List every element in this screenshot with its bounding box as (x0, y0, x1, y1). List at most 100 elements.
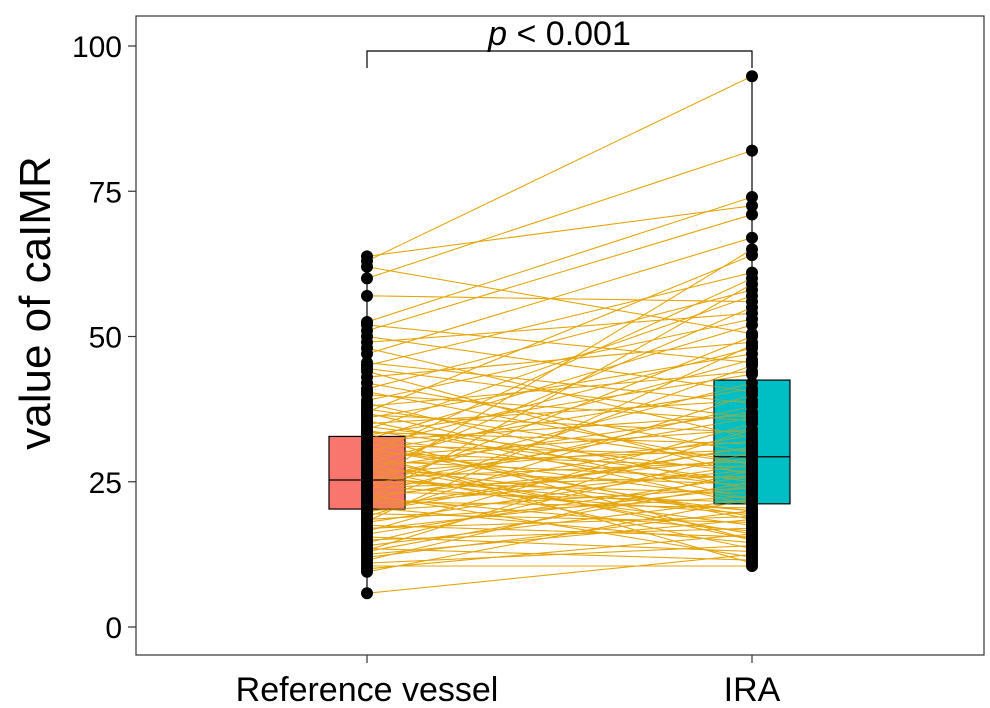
pair-line-overlay (366, 353, 753, 419)
point-ira (746, 397, 758, 410)
point-ira (746, 493, 758, 506)
point-ira (746, 70, 758, 83)
pair-line-overlay (366, 446, 753, 513)
pair-line-overlay (366, 324, 753, 364)
point-reference-vessel (361, 515, 373, 528)
point-reference-vessel (361, 544, 373, 557)
pair-line-overlay (366, 435, 753, 541)
pair-line-overlay (366, 412, 753, 500)
pair-line-overlay (366, 498, 753, 573)
pair-line-overlay (366, 344, 753, 522)
data-points (361, 70, 758, 600)
point-reference-vessel (361, 385, 373, 398)
point-ira (746, 347, 758, 360)
point-reference-vessel (361, 554, 373, 567)
point-reference-vessel (361, 587, 373, 600)
point-reference-vessel (361, 272, 373, 285)
point-ira (746, 231, 758, 244)
point-reference-vessel (361, 250, 373, 263)
point-reference-vessel (361, 430, 373, 443)
point-reference-vessel (361, 565, 373, 578)
point-ira (746, 199, 758, 212)
pair-line-overlay (366, 295, 753, 303)
point-reference-vessel (361, 476, 373, 489)
point-ira (746, 144, 758, 157)
pair-line-overlay (366, 444, 753, 457)
pair-line-overlay (366, 367, 753, 419)
point-ira (746, 475, 758, 488)
pair-line-overlay (366, 533, 753, 570)
pair-line-overlay (366, 475, 753, 526)
point-ira (746, 243, 758, 256)
point-reference-vessel (361, 494, 373, 507)
significance-bracket: p < 0.001 (366, 15, 753, 68)
pair-line-overlay (366, 402, 753, 491)
pair-line-overlay (366, 266, 753, 335)
p-threshold: < 0.001 (507, 15, 631, 53)
pair-line-overlay (366, 442, 753, 521)
point-ira (746, 365, 758, 378)
point-reference-vessel (361, 462, 373, 475)
y-tick-label: 100 (72, 31, 122, 64)
point-ira (746, 432, 758, 445)
point-ira (746, 266, 758, 279)
pair-line-overlay (366, 548, 753, 561)
p-symbol: p (487, 15, 507, 53)
pair-line-overlay (366, 506, 753, 544)
x-axis: Reference vessel IRA (236, 655, 781, 708)
p-value-annotation: p < 0.001 (487, 15, 631, 53)
point-ira (746, 385, 758, 398)
pair-line-overlay (366, 399, 753, 425)
point-ira (746, 411, 758, 424)
pair-line-overlay (366, 466, 753, 512)
pair-line-overlay (366, 248, 753, 484)
x-tick-label: IRA (724, 671, 781, 708)
point-reference-vessel (361, 362, 373, 375)
point-ira (746, 278, 758, 291)
pair-line-overlay (366, 336, 753, 393)
pair-line-overlay (366, 447, 753, 518)
y-tick-label: 0 (105, 612, 122, 645)
point-ira (746, 191, 758, 204)
pair-line-overlay (366, 196, 753, 323)
point-ira (746, 557, 758, 570)
pair-line-overlay (366, 341, 753, 378)
pair-line-overlay (366, 370, 753, 477)
point-ira (746, 356, 758, 369)
pair-line-overlay (366, 370, 753, 407)
pair-line-overlay (366, 388, 753, 452)
x-tick-label: Reference vessel (236, 671, 499, 708)
bracket-line (366, 50, 753, 68)
pair-line-overlay (366, 428, 753, 458)
point-ira (746, 307, 758, 320)
pair-line-overlay (366, 382, 753, 454)
pair-line-overlay (366, 428, 753, 551)
point-ira (746, 339, 758, 352)
y-tick-label: 50 (89, 322, 122, 355)
pair-line-overlay (366, 312, 753, 343)
pair-line-overlay (366, 434, 753, 500)
pair-line-overlay (366, 440, 753, 475)
point-ira (746, 327, 758, 340)
point-ira (746, 208, 758, 221)
pair-line-overlay (366, 553, 753, 594)
pair-line-overlay (366, 214, 753, 332)
y-tick-label: 75 (89, 176, 122, 209)
pair-line-overlay (366, 373, 753, 436)
pair-line-overlay (366, 494, 753, 558)
pair-line-overlay (366, 527, 753, 541)
y-tick-label: 25 (89, 467, 122, 500)
point-reference-vessel (361, 447, 373, 460)
pair-line-overlay (366, 394, 753, 518)
pair-line-overlay (366, 516, 753, 529)
pair-line-overlay (366, 513, 753, 523)
pair-line-overlay (366, 205, 753, 257)
point-ira (746, 295, 758, 308)
point-ira (746, 423, 758, 436)
point-reference-vessel (361, 407, 373, 420)
point-ira (746, 440, 758, 453)
pair-line-overlay (366, 254, 753, 413)
pair-line-overlay (366, 365, 753, 504)
plot-panel (135, 15, 985, 656)
